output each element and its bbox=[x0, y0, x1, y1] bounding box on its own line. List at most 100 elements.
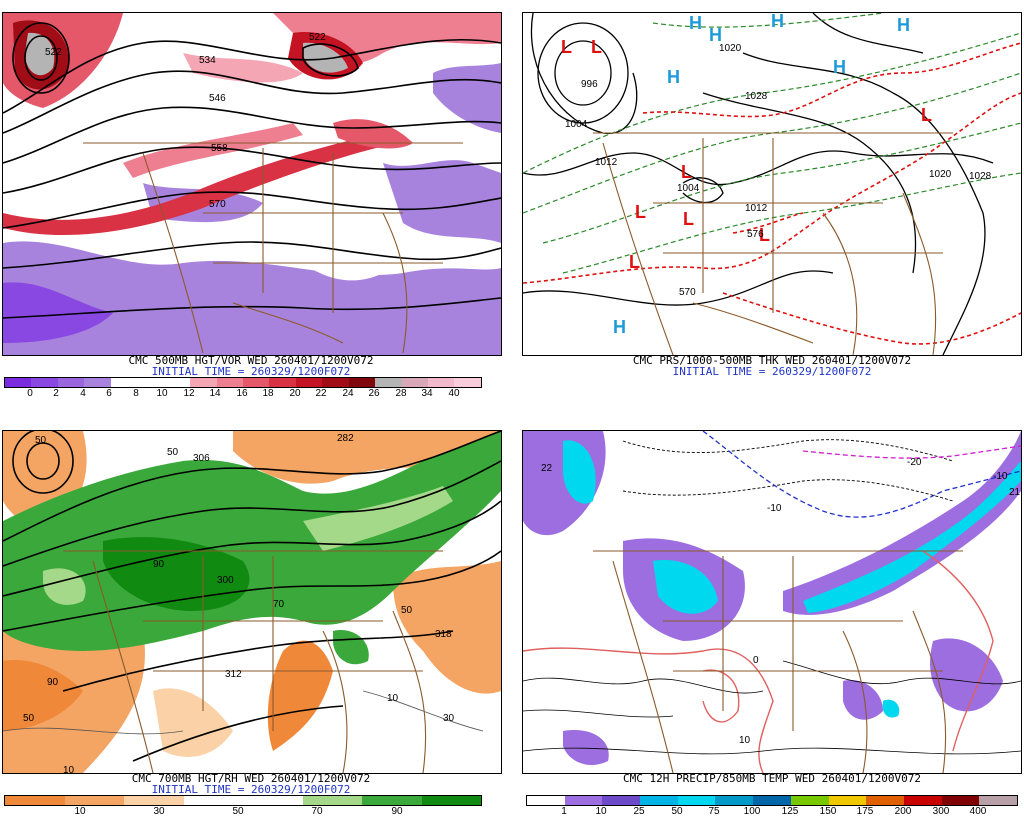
colorbar-swatch bbox=[322, 378, 349, 387]
colorbar-swatch bbox=[137, 378, 164, 387]
contour-label: 570 bbox=[209, 199, 226, 210]
high-center: H bbox=[771, 13, 784, 31]
precip-field: -20 -10 -10 0 10 21 22 bbox=[523, 431, 1021, 773]
colorbar-humidity bbox=[4, 795, 482, 806]
tick-label: 2 bbox=[53, 388, 59, 399]
tick-label: 8 bbox=[133, 388, 139, 399]
isobar-label: 1004 bbox=[677, 183, 700, 194]
high-center: H bbox=[833, 57, 846, 77]
tick-label: 18 bbox=[262, 388, 274, 399]
tick-label: 12 bbox=[183, 388, 195, 399]
contour-label: 90 bbox=[153, 559, 165, 570]
colorbar-swatch bbox=[640, 796, 678, 805]
colorbar-swatch bbox=[302, 796, 362, 805]
low-center: L bbox=[561, 37, 572, 57]
colorbar-swatch bbox=[31, 378, 58, 387]
tick-label: 150 bbox=[819, 806, 837, 817]
contour-label: 534 bbox=[199, 55, 216, 66]
contour-label: 318 bbox=[435, 629, 452, 640]
low-center: L bbox=[591, 37, 602, 57]
colorbar-swatch bbox=[753, 796, 791, 805]
colorbar-vorticity bbox=[4, 377, 482, 388]
colorbar-swatch bbox=[64, 796, 124, 805]
tick-label: 200 bbox=[894, 806, 912, 817]
tick-label: 30 bbox=[153, 806, 165, 817]
high-center: H bbox=[897, 15, 910, 35]
contour-label: 312 bbox=[225, 669, 242, 680]
colorbar-swatch bbox=[362, 796, 422, 805]
contour-label: 70 bbox=[273, 599, 285, 610]
colorbar-ticks: 1 10 25 50 75 100 125 150 175 200 300 40… bbox=[526, 806, 1016, 818]
contour-label: 50 bbox=[167, 447, 179, 458]
tick-label: 28 bbox=[395, 388, 407, 399]
high-center: H bbox=[613, 317, 626, 337]
temp-label: -20 bbox=[907, 457, 922, 468]
contour-label: 10 bbox=[63, 765, 75, 773]
colorbar-ticks: 10 30 50 70 90 bbox=[4, 806, 480, 818]
temp-label: -10 bbox=[993, 471, 1008, 482]
tick-label: 1 bbox=[561, 806, 567, 817]
colorbar-swatch bbox=[941, 796, 980, 805]
map-precipitation: -20 -10 -10 0 10 21 22 bbox=[522, 430, 1022, 774]
temp-label: 10 bbox=[739, 735, 751, 746]
low-center: L bbox=[635, 202, 646, 222]
isobar-label: 1028 bbox=[745, 91, 768, 102]
tick-label: 10 bbox=[595, 806, 607, 817]
tick-label: 40 bbox=[448, 388, 460, 399]
colorbar-swatch bbox=[183, 796, 243, 805]
contour-label: 90 bbox=[47, 677, 59, 688]
contour-label: 522 bbox=[45, 47, 62, 58]
isobar-label: 1020 bbox=[719, 43, 742, 54]
colorbar-swatch bbox=[295, 378, 323, 387]
temp-label: 22 bbox=[541, 463, 553, 474]
panel-500mb-hgt-vor: 522 534 546 558 570 522 CMC 500MB HGT/VO… bbox=[0, 0, 502, 400]
contour-label: 50 bbox=[401, 605, 413, 616]
colorbar-swatch bbox=[190, 378, 217, 387]
low-center: L bbox=[759, 225, 770, 245]
thickness-label: 576 bbox=[747, 229, 764, 240]
tick-label: 125 bbox=[781, 806, 799, 817]
colorbar-swatch bbox=[5, 796, 65, 805]
tick-label: 0 bbox=[27, 388, 33, 399]
tick-label: 6 bbox=[106, 388, 112, 399]
panel-title: CMC PRS/1000-500MB THK WED 260401/1200V0… bbox=[632, 354, 912, 367]
tick-label: 300 bbox=[932, 806, 950, 817]
tick-label: 22 bbox=[315, 388, 327, 399]
isobar-label: 1028 bbox=[969, 171, 992, 182]
map-surface-pressure: L L L L L L L L H H H H H H H 1020 996 1… bbox=[522, 12, 1022, 356]
contour-label: 306 bbox=[193, 453, 210, 464]
contour-label: 50 bbox=[35, 435, 47, 446]
panel-initial-time: INITIAL TIME = 260329/1200F072 bbox=[151, 365, 351, 378]
tick-label: 24 bbox=[342, 388, 354, 399]
panel-700mb-hgt-rh: 282 306 300 318 312 50 50 50 50 10 10 90… bbox=[0, 418, 502, 819]
colorbar-swatch bbox=[375, 378, 402, 387]
tick-label: 100 bbox=[743, 806, 761, 817]
colorbar-swatch bbox=[348, 378, 376, 387]
colorbar-swatch bbox=[243, 796, 303, 805]
low-center: L bbox=[681, 162, 692, 182]
colorbar-swatch bbox=[269, 378, 296, 387]
colorbar-swatch bbox=[216, 378, 243, 387]
contour-label: 30 bbox=[443, 713, 455, 724]
map-700mb-humidity: 282 306 300 318 312 50 50 50 50 10 10 90… bbox=[2, 430, 502, 774]
contour-label: 522 bbox=[309, 32, 326, 43]
colorbar-swatch bbox=[421, 796, 481, 805]
colorbar-swatch bbox=[790, 796, 829, 805]
low-center: L bbox=[921, 105, 932, 125]
colorbar-swatch bbox=[454, 378, 481, 387]
panel-precip-850mb-temp: -20 -10 -10 0 10 21 22 CMC 12H PRECIP/85… bbox=[520, 418, 1024, 819]
colorbar-swatch bbox=[677, 796, 716, 805]
colorbar-swatch bbox=[428, 378, 455, 387]
tick-label: 20 bbox=[289, 388, 301, 399]
temp-label: 0 bbox=[753, 655, 759, 666]
tick-label: 70 bbox=[311, 806, 323, 817]
isobar-label: 996 bbox=[581, 79, 598, 90]
tick-label: 400 bbox=[969, 806, 987, 817]
panel-title: CMC 12H PRECIP/850MB TEMP WED 260401/120… bbox=[622, 772, 921, 785]
colorbar-ticks: 0 2 4 6 8 10 12 14 16 18 20 22 24 26 28 … bbox=[4, 388, 480, 400]
contour-label: 282 bbox=[337, 433, 354, 444]
high-center: H bbox=[709, 25, 722, 45]
colorbar-swatch bbox=[715, 796, 754, 805]
contour-label: 300 bbox=[217, 575, 234, 586]
humidity-field: 282 306 300 318 312 50 50 50 50 10 10 90… bbox=[3, 431, 501, 773]
